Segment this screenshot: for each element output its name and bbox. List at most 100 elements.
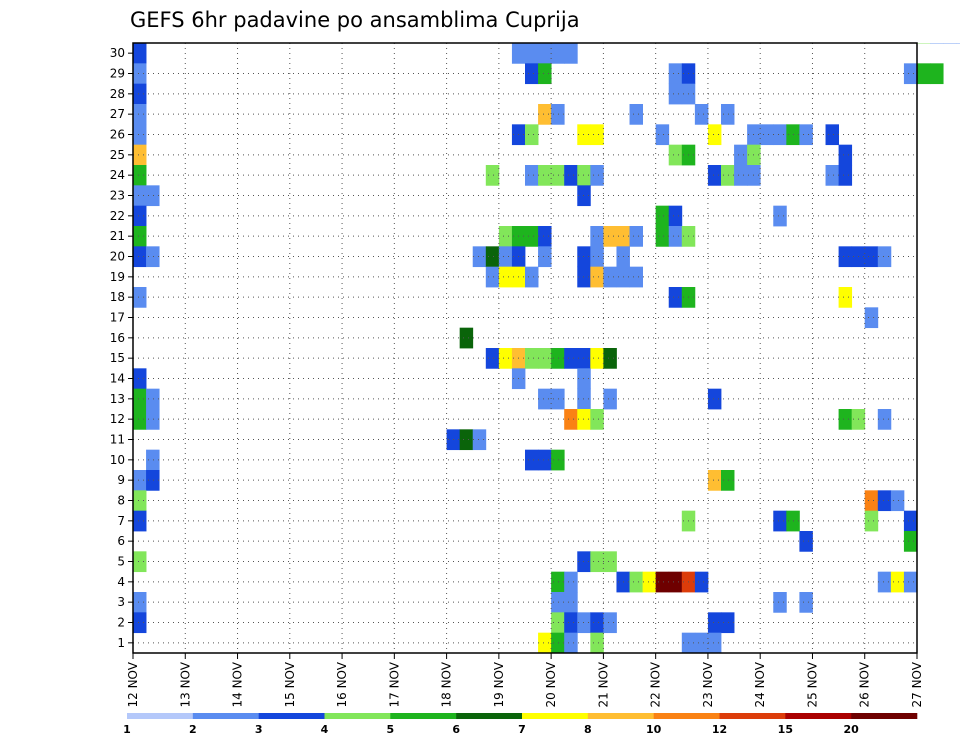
heatmap-cell xyxy=(551,592,565,613)
heatmap-cell xyxy=(590,266,604,288)
y-tick-label: 1 xyxy=(117,636,125,650)
heatmap-cell xyxy=(133,510,147,532)
colorbar-swatch xyxy=(719,713,786,719)
heatmap-cell xyxy=(133,124,147,146)
heatmap-cell xyxy=(577,388,591,410)
y-tick-label: 29 xyxy=(110,67,125,81)
y-tick-label: 21 xyxy=(110,229,125,243)
colorbar-tick-label: 10 xyxy=(646,723,662,736)
heatmap-cell xyxy=(551,388,565,410)
heatmap-cell xyxy=(668,205,683,227)
heatmap-cell xyxy=(577,551,591,573)
x-tick-label: 12 NOV xyxy=(126,661,140,707)
heatmap-cell xyxy=(551,165,565,186)
heatmap-cell xyxy=(133,144,147,166)
heatmap-cell xyxy=(707,632,722,654)
heatmap-cell xyxy=(629,571,643,593)
heatmap-cell xyxy=(551,43,565,64)
heatmap-cell xyxy=(538,165,552,186)
heatmap-cell xyxy=(734,165,748,186)
y-tick-label: 19 xyxy=(110,270,125,284)
colorbar-swatch xyxy=(653,713,720,719)
heatmap-cell xyxy=(877,490,892,512)
heatmap-cell xyxy=(133,470,147,491)
colorbar-swatch xyxy=(390,713,457,719)
heatmap-cell xyxy=(877,246,892,268)
heatmap-cell xyxy=(590,165,604,186)
y-tick-label: 3 xyxy=(117,595,125,609)
x-tick-label: 24 NOV xyxy=(753,661,767,707)
heatmap-cell xyxy=(538,246,552,268)
y-tick-label: 14 xyxy=(110,372,125,386)
heatmap-cell xyxy=(773,205,787,227)
heatmap-cell xyxy=(485,266,500,288)
heatmap-cell xyxy=(551,612,565,634)
heatmap-cell xyxy=(146,449,160,471)
heatmap-cell xyxy=(864,490,879,512)
heatmap-cell xyxy=(133,165,147,186)
heatmap-cell xyxy=(773,124,787,146)
y-tick-label: 7 xyxy=(117,514,125,528)
colorbar-swatch xyxy=(522,713,589,719)
heatmap-cell xyxy=(577,124,591,146)
heatmap-cell xyxy=(629,104,643,125)
heatmap-cell xyxy=(838,287,853,308)
heatmap-cell xyxy=(564,348,578,369)
heatmap-cell xyxy=(459,327,474,349)
heatmap-cell xyxy=(668,571,683,593)
heatmap-cell xyxy=(577,266,591,288)
heatmap-cell xyxy=(668,144,683,166)
heatmap-cell xyxy=(538,632,552,654)
heatmap-cell xyxy=(133,83,147,105)
grid-lines xyxy=(133,43,917,653)
x-tick-label: 19 NOV xyxy=(492,661,506,707)
heatmap-cell xyxy=(721,165,735,186)
heatmap-cell xyxy=(668,226,683,247)
heatmap-cell xyxy=(525,124,539,146)
colorbar-swatch xyxy=(587,713,654,719)
heatmap-cell xyxy=(655,124,670,146)
heatmap-cell xyxy=(603,388,617,410)
colorbar-tick-label: 4 xyxy=(321,723,329,736)
heatmap-cell xyxy=(590,124,604,146)
y-tick-label: 9 xyxy=(117,473,125,487)
heatmap-cell xyxy=(525,226,539,247)
heatmap-cell xyxy=(577,409,591,430)
colorbar: 1 2 3 4 5 6 7 8 10 12 15 20 xyxy=(123,713,918,736)
heatmap-cell xyxy=(498,266,513,288)
heatmap-cell xyxy=(498,226,513,247)
heatmap-cell xyxy=(825,124,839,146)
heatmap-cell xyxy=(133,63,147,85)
heatmap-cell xyxy=(146,409,160,430)
heatmap-cell xyxy=(799,531,813,552)
y-axis-ticks: 1234567891011121314151617181920212223242… xyxy=(110,46,133,650)
heatmap-cell xyxy=(707,165,722,186)
heatmap-cell xyxy=(773,592,787,613)
heatmap-cell xyxy=(577,165,591,186)
y-tick-label: 30 xyxy=(110,46,125,60)
heatmap-cell xyxy=(577,612,591,634)
heatmap-cell xyxy=(642,571,657,593)
x-tick-label: 16 NOV xyxy=(335,661,349,707)
x-tick-label: 18 NOV xyxy=(440,661,454,707)
plot-frame xyxy=(132,42,918,654)
colorbar-swatch xyxy=(324,713,391,719)
heatmap-cell xyxy=(694,632,709,654)
heatmap-cell xyxy=(498,246,513,268)
heatmap-cells xyxy=(133,43,960,654)
heatmap-cell xyxy=(525,449,539,471)
heatmap-cell xyxy=(903,63,918,85)
heatmap-cell xyxy=(133,368,147,390)
heatmap-cell xyxy=(551,571,565,593)
heatmap-cell xyxy=(133,612,147,634)
heatmap-cell xyxy=(603,266,617,288)
x-tick-label: 25 NOV xyxy=(805,661,819,707)
y-tick-label: 4 xyxy=(117,575,125,589)
y-tick-label: 8 xyxy=(117,494,125,508)
heatmap-cell xyxy=(538,348,552,369)
colorbar-tick-label: 3 xyxy=(255,723,263,736)
y-tick-label: 27 xyxy=(110,107,125,121)
heatmap-cell xyxy=(655,226,670,247)
colorbar-swatch xyxy=(258,713,325,719)
heatmap-cell xyxy=(629,266,643,288)
